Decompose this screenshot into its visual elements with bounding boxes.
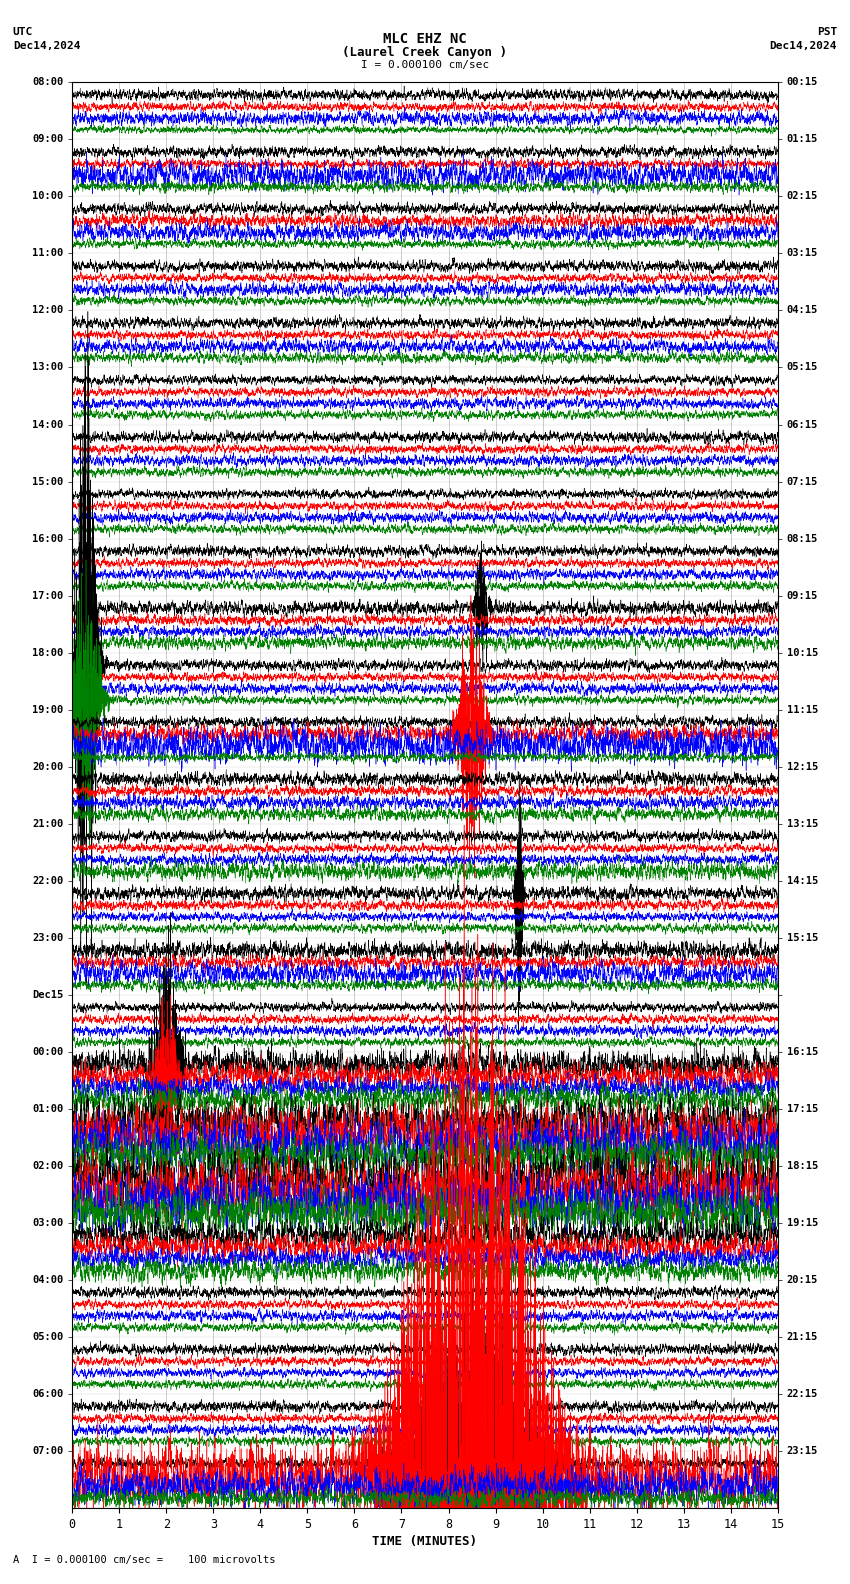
Text: MLC EHZ NC: MLC EHZ NC (383, 32, 467, 46)
Text: Dec14,2024: Dec14,2024 (770, 41, 837, 51)
Text: I = 0.000100 cm/sec: I = 0.000100 cm/sec (361, 60, 489, 70)
X-axis label: TIME (MINUTES): TIME (MINUTES) (372, 1535, 478, 1548)
Text: UTC: UTC (13, 27, 33, 36)
Text: A  I = 0.000100 cm/sec =    100 microvolts: A I = 0.000100 cm/sec = 100 microvolts (13, 1555, 275, 1565)
Text: PST: PST (817, 27, 837, 36)
Text: Dec14,2024: Dec14,2024 (13, 41, 80, 51)
Text: (Laurel Creek Canyon ): (Laurel Creek Canyon ) (343, 46, 507, 59)
